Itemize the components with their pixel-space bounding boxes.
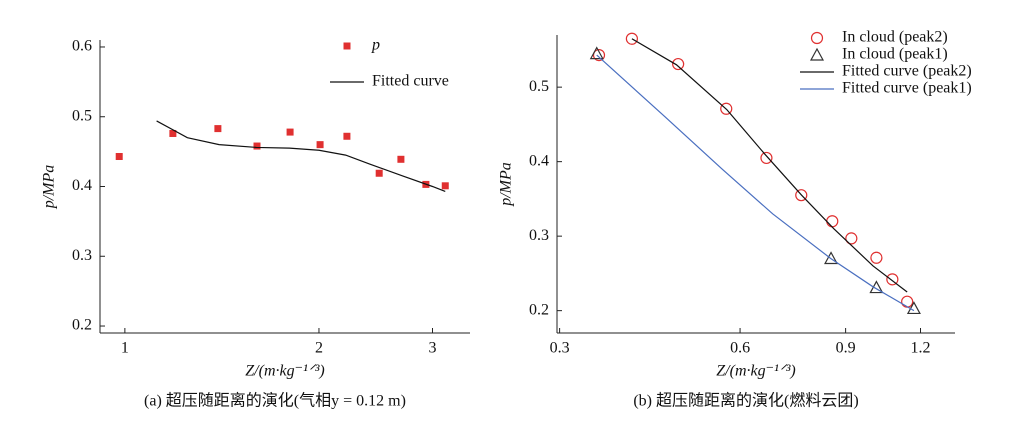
- x-tick-label: 0.6: [730, 340, 750, 357]
- legend-marker: [343, 42, 351, 50]
- data-point: [589, 46, 604, 60]
- fitted-line: [596, 54, 915, 312]
- data-point: [343, 132, 351, 140]
- data-point: [720, 102, 733, 115]
- caption: (b) 超压随距离的演化(燃料云团): [633, 392, 858, 410]
- y-tick-label: 0.5: [529, 78, 549, 95]
- data-point: [824, 251, 839, 265]
- legend-label: p: [371, 37, 380, 54]
- data-point: [397, 155, 405, 163]
- y-tick-label: 0.4: [72, 177, 92, 194]
- y-tick-label: 0.5: [72, 107, 92, 124]
- x-tick-label: 2: [315, 340, 323, 357]
- x-tick-label: 1.2: [911, 340, 931, 357]
- data-point: [826, 215, 839, 228]
- y-tick-label: 0.6: [72, 38, 92, 55]
- y-tick-label: 0.2: [72, 317, 92, 334]
- legend-label: In cloud (peak2): [842, 29, 948, 46]
- data-point: [214, 125, 222, 133]
- legend-label: In cloud (peak1): [842, 46, 948, 63]
- data-point: [901, 295, 914, 308]
- data-point: [441, 182, 449, 190]
- data-point: [845, 232, 858, 245]
- data-point: [672, 57, 685, 71]
- x-axis-label: Z/(m·kg⁻¹ᐟ³): [245, 363, 324, 380]
- fitted-line: [156, 120, 446, 192]
- y-tick-label: 0.4: [529, 152, 549, 169]
- legend-label: Fitted curve (peak2): [842, 63, 972, 80]
- data-point: [169, 129, 177, 137]
- data-point: [253, 142, 261, 150]
- data-point: [375, 169, 383, 177]
- x-tick-label: 3: [428, 340, 436, 357]
- fitted-line: [631, 38, 908, 293]
- data-point: [316, 141, 324, 149]
- data-point: [760, 151, 773, 165]
- y-axis-label: p/MPa: [41, 165, 58, 210]
- x-tick-label: 1: [121, 340, 129, 357]
- legend-label: Fitted curve (peak1): [842, 80, 972, 97]
- data-point: [795, 189, 808, 202]
- x-tick-label: 0.3: [550, 340, 570, 357]
- legend-marker: [809, 47, 825, 61]
- data-point: [870, 251, 883, 264]
- caption: (a) 超压随距离的演化(气相y = 0.12 m): [144, 392, 406, 410]
- data-point: [906, 301, 921, 315]
- y-tick-label: 0.3: [529, 227, 549, 244]
- data-point: [115, 153, 123, 161]
- data-point: [886, 273, 899, 286]
- x-tick-label: 0.9: [836, 340, 856, 357]
- data-point: [286, 128, 294, 136]
- legend-marker: [810, 31, 824, 45]
- data-point: [625, 32, 638, 45]
- x-axis-label: Z/(m·kg⁻¹ᐟ³): [716, 363, 795, 380]
- legend-label: Fitted curve: [372, 73, 449, 90]
- data-point: [592, 49, 606, 62]
- y-tick-label: 0.3: [72, 247, 92, 264]
- y-tick-label: 0.2: [529, 301, 549, 318]
- y-axis-label: p/MPa: [498, 162, 515, 207]
